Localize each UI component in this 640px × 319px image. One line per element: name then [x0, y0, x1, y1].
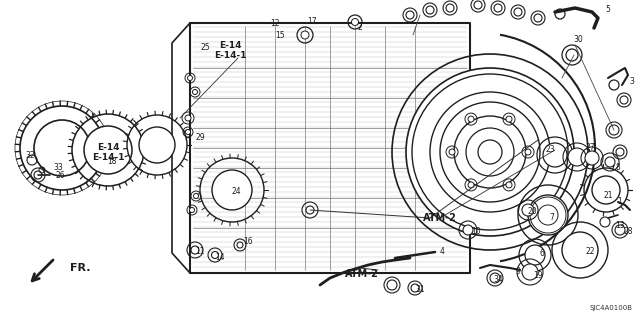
- Circle shape: [474, 1, 482, 9]
- Circle shape: [449, 149, 455, 155]
- Circle shape: [193, 90, 198, 94]
- Circle shape: [34, 171, 42, 179]
- Text: 16: 16: [243, 238, 253, 247]
- Circle shape: [351, 19, 358, 26]
- Text: 10: 10: [471, 227, 481, 236]
- Circle shape: [189, 207, 195, 212]
- Text: 22: 22: [585, 248, 595, 256]
- Circle shape: [609, 125, 619, 135]
- Text: 15: 15: [275, 31, 285, 40]
- Circle shape: [522, 264, 538, 280]
- Circle shape: [426, 6, 434, 14]
- Text: E-14: E-14: [219, 41, 241, 49]
- Text: ATM-2: ATM-2: [423, 213, 457, 223]
- Circle shape: [568, 148, 586, 166]
- Circle shape: [188, 76, 193, 80]
- Text: 24: 24: [231, 188, 241, 197]
- Text: 29: 29: [195, 133, 205, 143]
- Text: 32: 32: [25, 151, 35, 160]
- Circle shape: [538, 205, 558, 225]
- Text: 13: 13: [615, 220, 625, 229]
- Circle shape: [406, 68, 574, 236]
- Circle shape: [528, 195, 568, 235]
- Text: 2: 2: [358, 24, 362, 33]
- Text: 23: 23: [545, 145, 555, 154]
- Text: 26: 26: [55, 170, 65, 180]
- Circle shape: [615, 225, 625, 235]
- Circle shape: [211, 251, 218, 258]
- Text: E-14-1: E-14-1: [92, 153, 124, 162]
- Circle shape: [387, 280, 397, 290]
- Text: 7: 7: [550, 213, 554, 222]
- Circle shape: [406, 11, 414, 19]
- Circle shape: [446, 4, 454, 12]
- Circle shape: [534, 14, 542, 22]
- Text: 3: 3: [630, 78, 634, 86]
- Circle shape: [454, 116, 526, 188]
- Circle shape: [478, 140, 502, 164]
- Circle shape: [592, 176, 620, 204]
- Circle shape: [566, 49, 578, 61]
- Text: E-14: E-14: [97, 144, 119, 152]
- Circle shape: [605, 157, 615, 167]
- Circle shape: [468, 182, 474, 188]
- Text: 17: 17: [307, 18, 317, 26]
- Circle shape: [139, 127, 175, 163]
- Text: 21: 21: [604, 190, 612, 199]
- Circle shape: [463, 225, 473, 235]
- Circle shape: [411, 284, 419, 292]
- Text: 33: 33: [53, 164, 63, 173]
- Circle shape: [301, 31, 309, 39]
- Circle shape: [494, 4, 502, 12]
- Text: 30: 30: [573, 35, 583, 44]
- Circle shape: [506, 116, 512, 122]
- Circle shape: [185, 115, 191, 121]
- Circle shape: [212, 170, 252, 210]
- Text: 11: 11: [195, 248, 205, 256]
- Circle shape: [430, 92, 550, 212]
- Circle shape: [525, 149, 531, 155]
- Circle shape: [562, 232, 598, 268]
- Circle shape: [514, 8, 522, 16]
- Circle shape: [186, 130, 191, 135]
- Text: 8: 8: [616, 164, 620, 173]
- Text: 27: 27: [585, 144, 595, 152]
- Text: 28: 28: [623, 227, 633, 236]
- Text: 4: 4: [440, 248, 444, 256]
- Circle shape: [84, 126, 132, 174]
- Circle shape: [468, 116, 474, 122]
- Text: 19: 19: [533, 271, 543, 279]
- Circle shape: [620, 96, 628, 104]
- Circle shape: [585, 151, 599, 165]
- Circle shape: [543, 143, 567, 167]
- Circle shape: [306, 206, 314, 214]
- Circle shape: [490, 273, 500, 283]
- Text: 1: 1: [618, 197, 622, 206]
- Text: 20: 20: [527, 207, 537, 217]
- Text: ATM-2: ATM-2: [345, 269, 379, 279]
- Circle shape: [522, 204, 534, 216]
- Circle shape: [616, 148, 624, 156]
- Text: 31: 31: [415, 286, 425, 294]
- Text: 18: 18: [108, 158, 116, 167]
- Text: 5: 5: [605, 5, 611, 14]
- Circle shape: [191, 246, 199, 254]
- Text: FR.: FR.: [70, 263, 90, 273]
- Circle shape: [525, 245, 545, 265]
- Text: SJC4A0100B: SJC4A0100B: [590, 305, 633, 311]
- Text: 34: 34: [493, 276, 503, 285]
- Text: E-14-1: E-14-1: [214, 50, 246, 60]
- Text: 9: 9: [516, 268, 520, 277]
- Text: 6: 6: [540, 249, 545, 258]
- Text: 12: 12: [270, 19, 280, 28]
- Text: 25: 25: [200, 43, 210, 53]
- Circle shape: [506, 182, 512, 188]
- Circle shape: [237, 242, 243, 248]
- Text: 14: 14: [215, 254, 225, 263]
- Circle shape: [34, 120, 90, 176]
- Circle shape: [193, 194, 198, 198]
